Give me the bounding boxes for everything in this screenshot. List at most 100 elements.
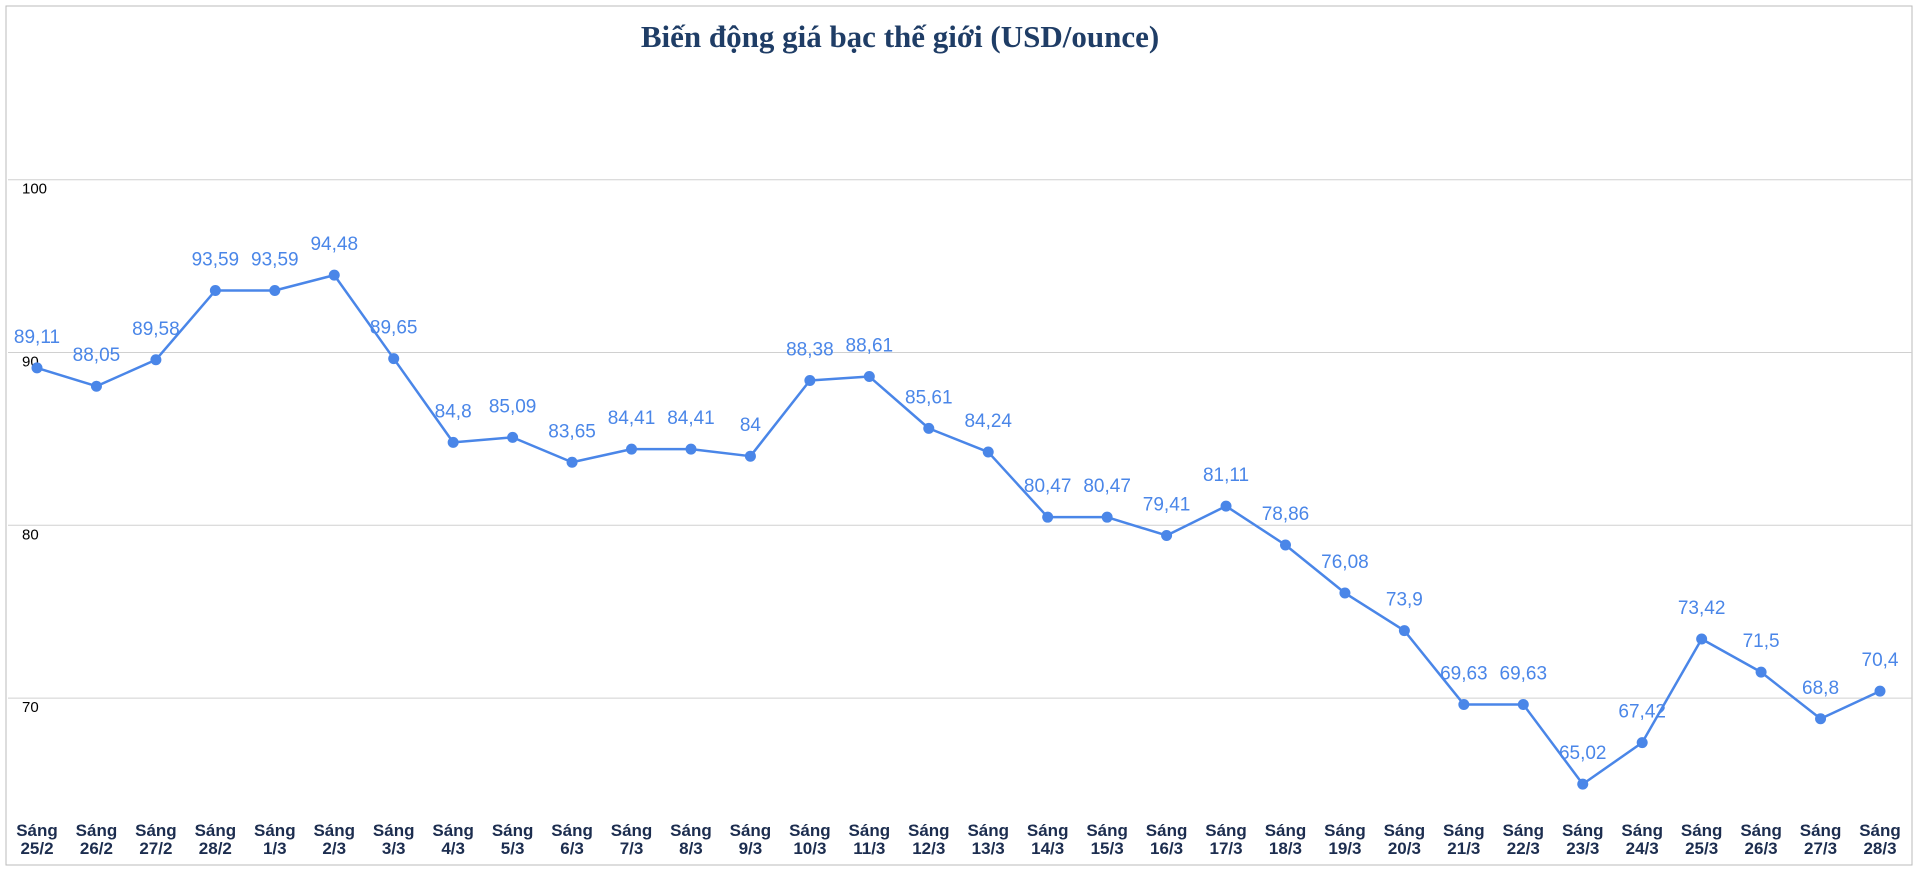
data-label: 88,05 [73,345,121,366]
x-tick-label: Sáng 3/3 [372,821,415,858]
x-tick-label: Sáng 20/3 [1383,821,1426,858]
data-label: 85,61 [905,387,953,408]
x-tick-label: Sáng 25/3 [1680,821,1723,858]
data-point [685,443,697,455]
x-tick-label: Sáng 4/3 [432,821,474,858]
data-label: 79,41 [1143,495,1191,516]
data-label: 73,9 [1386,590,1423,611]
data-point [1101,511,1113,523]
data-line [36,273,1881,786]
data-label: 80,47 [1083,476,1131,497]
data-label: 81,11 [1203,465,1249,486]
x-tick-label: Sáng 14/3 [1026,821,1069,858]
data-point [1339,587,1351,599]
x-tick-label: Sáng 7/3 [610,821,653,858]
data-label: 84,24 [964,411,1012,432]
data-label: 84,8 [435,401,472,422]
data-label: 70,4 [1862,650,1899,671]
data-point [209,285,221,297]
data-point [863,371,875,383]
x-tick-label: Sáng 24/3 [1621,821,1663,858]
x-tick-label: Sáng 17/3 [1205,821,1247,858]
data-point [982,446,994,458]
x-tick-label: Sáng 16/3 [1145,821,1188,858]
data-point [1696,633,1708,645]
data-point [90,380,102,392]
data-label: 85,09 [489,396,537,417]
x-tick-label: Sáng 2/3 [313,821,356,858]
x-tick-label: Sáng 28/3 [1859,821,1901,858]
data-label: 88,61 [846,336,894,357]
data-label: 89,58 [132,319,180,340]
data-label: 84 [740,415,762,436]
data-label: 69,63 [1440,663,1488,684]
x-tick-label: Sáng 11/3 [848,821,891,858]
x-tick-label: Sáng 8/3 [670,821,712,858]
data-point [1815,713,1827,725]
x-tick-label: Sáng 28/2 [194,821,237,858]
data-point [328,269,340,281]
x-tick-label: Sáng 10/3 [789,821,831,858]
data-point [507,431,519,443]
data-point [31,362,43,374]
x-tick-label: Sáng 15/3 [1086,821,1128,858]
data-point [1042,511,1054,523]
x-tick-label: Sáng 26/3 [1740,821,1782,858]
x-tick-label: Sáng 19/3 [1324,821,1366,858]
data-point [744,450,756,462]
data-point [1398,625,1410,637]
x-tick-label: Sáng 23/3 [1561,821,1604,858]
data-point [150,354,162,366]
data-point [1220,500,1232,512]
data-label: 78,86 [1262,504,1310,525]
data-label: 67,42 [1618,702,1666,723]
data-point [447,436,459,448]
data-point [1279,539,1291,551]
x-tick-label: Sáng 21/3 [1443,821,1485,858]
x-tick-label: Sáng 25/2 [16,821,58,858]
data-label: 88,38 [786,340,834,361]
data-label: 80,47 [1024,476,1072,497]
data-label: 65,02 [1559,743,1607,764]
x-tick-label: Sáng 9/3 [729,821,772,858]
data-label: 71,5 [1743,631,1780,652]
data-label: 89,11 [14,327,60,348]
x-tick-label: Sáng 13/3 [967,821,1009,858]
x-tick-label: Sáng 5/3 [491,821,534,858]
x-tick-label: Sáng 27/2 [135,821,177,858]
y-tick-label: 80 [22,526,39,543]
data-label: 89,65 [370,318,418,339]
data-point [1636,737,1648,749]
data-point [1458,698,1470,710]
data-point [388,353,400,365]
x-tick-label: Sáng 6/3 [551,821,593,858]
data-point [1874,685,1886,697]
x-tick-label: Sáng 26/2 [75,821,118,858]
data-label: 73,42 [1678,598,1726,619]
data-point [566,456,578,468]
plot-border [5,5,1913,866]
x-tick-label: Sáng 27/3 [1799,821,1842,858]
data-label: 76,08 [1321,552,1369,573]
data-label: 93,59 [192,250,240,271]
data-point [804,375,816,387]
x-tick-label: Sáng 18/3 [1264,821,1307,858]
data-label: 83,65 [548,421,596,442]
data-point [626,443,638,455]
data-label: 84,41 [667,408,715,429]
x-tick-label: Sáng 12/3 [907,821,950,858]
y-tick-label: 100 [22,181,47,198]
data-label: 69,63 [1500,663,1548,684]
data-label: 93,59 [251,250,299,271]
data-label: 68,8 [1802,678,1839,699]
data-point [1755,666,1767,678]
data-point [1517,698,1529,710]
data-label: 94,48 [310,234,358,255]
data-point [923,422,935,434]
y-tick-label: 70 [22,699,39,716]
data-point [269,285,281,297]
x-tick-label: Sáng 1/3 [254,821,296,858]
data-point [1161,529,1173,541]
